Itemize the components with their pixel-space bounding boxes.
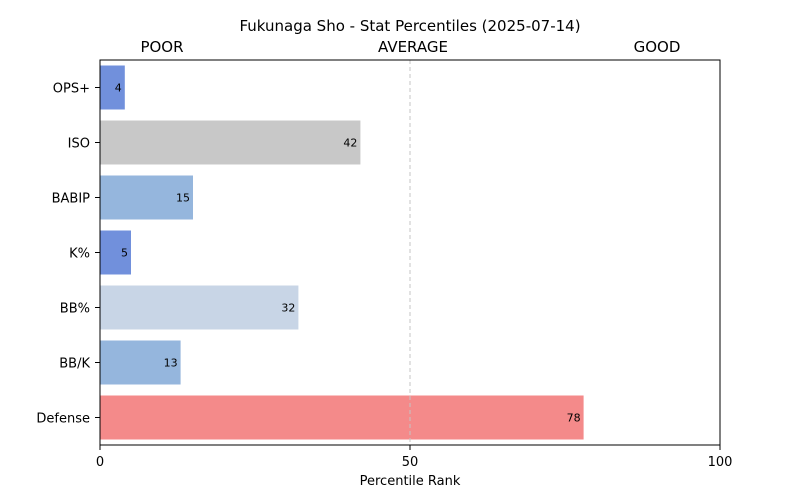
y-tick-label: BB% bbox=[60, 302, 90, 317]
x-tick-label: 0 bbox=[96, 455, 104, 470]
bar-ops- bbox=[100, 65, 125, 110]
bar-iso bbox=[100, 120, 361, 165]
bars: 4 42 15 5 32 13 78 bbox=[100, 65, 584, 440]
bar-defense bbox=[100, 395, 584, 440]
zone-label-poor: POOR bbox=[140, 38, 183, 56]
y-tick-label: Defense bbox=[36, 412, 90, 427]
chart-title: Fukunaga Sho - Stat Percentiles (2025-07… bbox=[239, 17, 580, 35]
y-tick-label: BB/K bbox=[59, 357, 90, 372]
x-tick-label: 50 bbox=[402, 455, 419, 470]
zone-label-average: AVERAGE bbox=[378, 38, 448, 56]
bar-value-label: 15 bbox=[176, 192, 190, 205]
bar-bb- bbox=[100, 285, 299, 330]
y-tick-label: ISO bbox=[68, 137, 90, 152]
bar-value-label: 4 bbox=[115, 82, 122, 95]
bar-value-label: 5 bbox=[121, 247, 128, 260]
bar-babip bbox=[100, 175, 193, 220]
bar-value-label: 32 bbox=[281, 302, 295, 315]
x-axis-label: Percentile Rank bbox=[360, 474, 461, 489]
y-axis: OPS+ ISO BABIP K% BB% BB/K Defense bbox=[36, 82, 100, 427]
y-tick-label: BABIP bbox=[52, 192, 91, 207]
bar-value-label: 13 bbox=[164, 357, 178, 370]
zone-labels: POOR AVERAGE GOOD bbox=[140, 38, 680, 56]
zone-label-good: GOOD bbox=[634, 38, 681, 56]
y-tick-label: OPS+ bbox=[53, 82, 90, 97]
bar-k- bbox=[100, 230, 131, 275]
bar-bb-k bbox=[100, 340, 181, 385]
y-tick-label: K% bbox=[69, 247, 90, 262]
x-tick-label: 100 bbox=[708, 455, 733, 470]
bar-value-label: 78 bbox=[567, 412, 581, 425]
x-axis: 0 50 100 bbox=[96, 445, 733, 470]
bar-value-label: 42 bbox=[343, 137, 357, 150]
